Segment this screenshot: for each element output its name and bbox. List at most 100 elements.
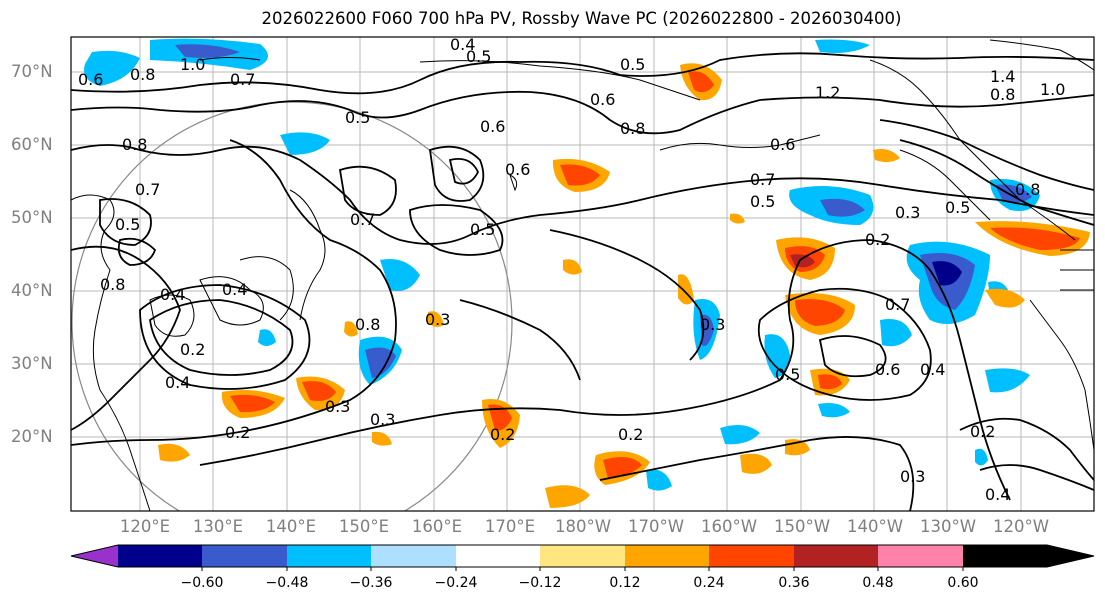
contour-label: 0.2: [865, 230, 890, 249]
contour-label: 0.6: [875, 360, 900, 379]
contour-label: 0.7: [885, 295, 910, 314]
contour-label: 0.2: [225, 423, 250, 442]
lat-label-50n: 50°N: [11, 208, 53, 227]
pv-contours: [71, 52, 1094, 511]
colorbar: [70, 544, 1095, 571]
map-frame: [70, 36, 1095, 512]
lat-label-30n: 30°N: [11, 354, 53, 373]
lon-label-160e: 160°E: [411, 517, 463, 536]
lon-label-140w: 140°W: [846, 517, 904, 536]
contour-label: 0.5: [115, 215, 140, 234]
contour-label: 0.4: [222, 280, 247, 299]
lon-label-120e: 120°E: [119, 517, 171, 536]
lon-label-150e: 150°E: [338, 517, 390, 536]
colorbar-tick-marks: [201, 567, 964, 571]
contour-label: 0.7: [230, 70, 255, 89]
contour-label: 0.2: [180, 340, 205, 359]
lon-label-130e: 130°E: [192, 517, 244, 536]
colorbar-tick-label: 0.12: [609, 575, 641, 591]
colorbar-outline: [70, 544, 1095, 568]
contour-label: 0.5: [945, 198, 970, 217]
colorbar-segment: [709, 545, 794, 567]
colorbar-tick-label: −0.36: [349, 575, 393, 591]
contour-label: 0.3: [325, 397, 350, 416]
colorbar-tick-label: −0.48: [265, 575, 309, 591]
contour-label: 0.6: [78, 70, 103, 89]
contour-label: 0.8: [100, 275, 125, 294]
contour-label: 1.0: [1040, 80, 1065, 99]
lon-label-120w: 120°W: [992, 517, 1050, 536]
colorbar-tick-label: 0.24: [693, 575, 725, 591]
contour-label: 0.3: [700, 315, 725, 334]
colorbar-segment: [878, 545, 963, 567]
lon-label-160w: 160°W: [700, 517, 758, 536]
contour-label: 0.6: [480, 117, 505, 136]
colorbar-tick-label: 0.60: [947, 575, 979, 591]
contour-label: 0.5: [466, 47, 491, 66]
contour-label: 0.4: [985, 485, 1010, 504]
colorbar-segment: [456, 545, 540, 567]
colorbar-segment: [794, 545, 878, 567]
colorbar-segment: [202, 545, 287, 567]
lon-label-180w: 180°W: [554, 517, 612, 536]
contour-label: 0.5: [470, 220, 495, 239]
contour-label: 0.8: [355, 315, 380, 334]
lon-label-170e: 170°E: [484, 517, 536, 536]
contour-label: 0.7: [135, 180, 160, 199]
colorbar-tick-label: 0.48: [862, 575, 894, 591]
contour-label: 0.5: [620, 55, 645, 74]
lon-label-170w: 170°W: [627, 517, 685, 536]
contour-label: 0.7: [750, 170, 775, 189]
contour-label: 0.3: [425, 310, 450, 329]
contour-label: 0.3: [895, 203, 920, 222]
lat-label-60n: 60°N: [11, 135, 53, 154]
contour-label: 1.0: [180, 55, 205, 74]
contour-label: 0.8: [122, 135, 147, 154]
colorbar-extend-min: [71, 545, 118, 567]
lon-label-150w: 150°W: [773, 517, 831, 536]
contour-label: 0.8: [620, 119, 645, 138]
colorbar-segment: [625, 545, 709, 567]
colorbar-tick-label: 0.36: [778, 575, 810, 591]
lon-label-130w: 130°W: [919, 517, 977, 536]
lat-label-40n: 40°N: [11, 281, 53, 300]
contour-label: 0.3: [900, 467, 925, 486]
lat-label-20n: 20°N: [11, 427, 53, 446]
gridlines: [71, 37, 1094, 511]
contour-label: 0.2: [970, 422, 995, 441]
contour-label: 0.5: [750, 192, 775, 211]
contour-label: 0.8: [130, 65, 155, 84]
colorbar-tick-label: −0.60: [180, 575, 224, 591]
lon-label-140e: 140°E: [265, 517, 317, 536]
colorbar-tick-label: −0.12: [518, 575, 562, 591]
colorbar-segment: [287, 545, 371, 567]
contour-label: 0.3: [370, 410, 395, 429]
contour-labels: 0.6 0.8 1.0 0.7 0.4 0.5 0.6 0.5 0.6 0.8 …: [78, 35, 1065, 504]
contour-label: 0.4: [920, 360, 945, 379]
contour-label: 0.8: [990, 85, 1015, 104]
contour-label: 0.2: [618, 425, 643, 444]
colorbar-tick-label: −0.24: [434, 575, 478, 591]
contour-label: 0.5: [775, 365, 800, 384]
contour-label: 0.8: [1015, 180, 1040, 199]
contour-label: 0.6: [770, 135, 795, 154]
contour-label: 0.4: [160, 285, 185, 304]
contour-label: 0.6: [505, 160, 530, 179]
negative-anomaly-shading: [84, 38, 1040, 491]
contour-label: 0.4: [450, 35, 475, 54]
contour-label: 0.4: [165, 373, 190, 392]
colorbar-extend-max: [963, 545, 1094, 567]
colorbar-segment: [371, 545, 456, 567]
map-title: 2026022600 F060 700 hPa PV, Rossby Wave …: [261, 9, 902, 28]
contour-label: 1.2: [815, 83, 840, 102]
colorbar-segment: [540, 545, 625, 567]
positive-anomaly-shading: [158, 63, 1090, 508]
colorbar-segment: [118, 545, 202, 567]
contour-label: 0.5: [345, 108, 370, 127]
lat-label-70n: 70°N: [11, 62, 53, 81]
contour-label: 0.6: [590, 90, 615, 109]
contour-label: 0.2: [490, 425, 515, 444]
coastlines: [71, 39, 1094, 511]
contour-label: 0.7: [350, 210, 375, 229]
